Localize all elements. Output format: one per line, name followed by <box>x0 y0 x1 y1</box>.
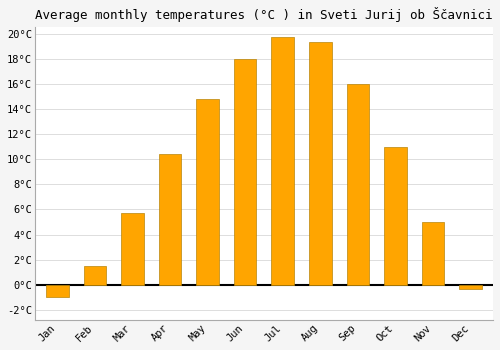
Bar <box>384 147 406 285</box>
Bar <box>121 213 144 285</box>
Bar <box>309 42 332 285</box>
Bar <box>158 154 181 285</box>
Bar <box>84 266 106 285</box>
Bar <box>422 222 444 285</box>
Bar <box>46 285 68 298</box>
Bar <box>346 84 369 285</box>
Bar <box>272 37 294 285</box>
Bar <box>234 59 256 285</box>
Bar <box>196 99 219 285</box>
Bar <box>459 285 482 288</box>
Title: Average monthly temperatures (°C ) in Sveti Jurij ob Ščavnici: Average monthly temperatures (°C ) in Sv… <box>35 7 492 22</box>
